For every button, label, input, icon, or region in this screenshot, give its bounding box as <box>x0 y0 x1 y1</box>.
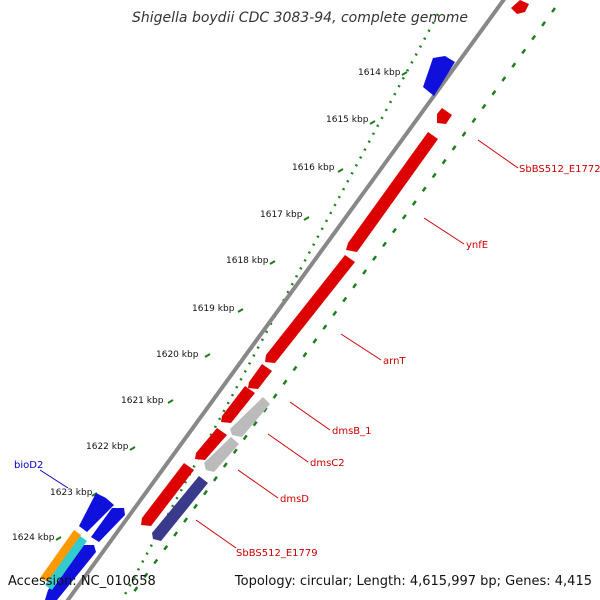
gene-feature[interactable] <box>248 364 272 389</box>
gene-feature[interactable] <box>79 493 114 532</box>
gc-track-inner <box>126 7 557 600</box>
kbp-tick-marks <box>55 71 408 541</box>
gene-feature[interactable] <box>91 508 125 542</box>
gene-label-biod2: bioD2 <box>14 460 43 471</box>
gene-feature[interactable] <box>346 132 438 252</box>
accession-text: Accession: NC_010658 <box>8 574 156 589</box>
tick-label-1618: 1618 kbp <box>226 256 269 266</box>
gene-feature[interactable] <box>204 437 239 472</box>
other-strand-genes <box>152 397 270 541</box>
gene-label-dmsd: dmsD <box>280 494 309 505</box>
genome-summary-text: Topology: circular; Length: 4,615,997 bp… <box>234 574 592 589</box>
gene-feature[interactable] <box>265 255 355 363</box>
tick-label-1614: 1614 kbp <box>358 68 401 78</box>
tick-label-1617: 1617 kbp <box>260 210 303 220</box>
gene-feature[interactable] <box>195 428 227 460</box>
gene-label-sbbs512-e1779: SbBS512_E1779 <box>236 548 318 559</box>
genome-title: Shigella boydii CDC 3083-94, complete ge… <box>131 10 469 26</box>
gene-label-sbbs512-e1772: SbBS512_E1772 <box>519 164 600 175</box>
gene-feature[interactable] <box>141 463 194 526</box>
gene-feature[interactable] <box>40 530 81 582</box>
bio-genes <box>40 530 87 590</box>
gene-feature[interactable] <box>221 386 255 423</box>
reverse-genes <box>45 56 455 600</box>
genome-backbone <box>65 0 507 600</box>
gene-feature[interactable] <box>437 108 452 124</box>
tick-label-1620: 1620 kbp <box>156 350 199 360</box>
tick-label-1624: 1624 kbp <box>12 533 55 543</box>
gene-feature[interactable] <box>45 545 96 600</box>
gene-label-arnt: arnT <box>383 356 406 367</box>
tick-label-1623: 1623 kbp <box>50 488 93 498</box>
label-leaders <box>39 139 519 549</box>
tick-label-1621: 1621 kbp <box>121 396 164 406</box>
forward-genes <box>141 0 529 526</box>
gene-label-dmsc2: dmsC2 <box>310 458 345 469</box>
gene-feature[interactable] <box>230 397 270 437</box>
gene-feature[interactable] <box>423 56 455 96</box>
tick-label-1622: 1622 kbp <box>86 442 129 452</box>
gene-label-ynfe: ynfE <box>466 240 488 251</box>
tick-label-1616: 1616 kbp <box>292 163 335 173</box>
tick-label-1615: 1615 kbp <box>326 115 369 125</box>
tick-label-1619: 1619 kbp <box>192 304 235 314</box>
gene-feature[interactable] <box>152 476 208 541</box>
gene-feature[interactable] <box>45 536 87 590</box>
gene-label-dmsb-1: dmsB_1 <box>332 426 372 437</box>
gene-feature[interactable] <box>511 0 529 14</box>
